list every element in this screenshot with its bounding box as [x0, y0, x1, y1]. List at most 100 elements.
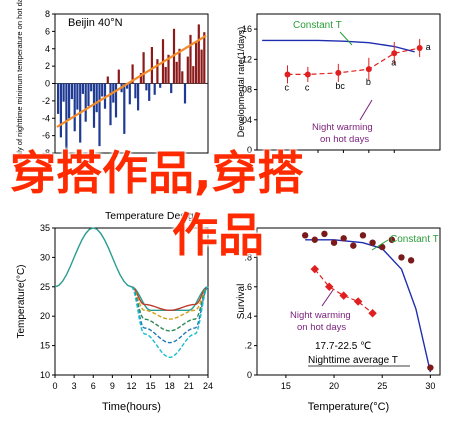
panel-d-point	[407, 257, 415, 264]
panel-b-ytick-label: .08	[239, 85, 252, 95]
panel-a-bar	[178, 48, 181, 84]
panel-a-title: Beijin 40°N	[68, 17, 123, 29]
panel-a-bar	[181, 71, 184, 84]
panel-b-point	[335, 69, 342, 76]
panel-a-bar	[62, 83, 65, 102]
panel-b-ytick-label: .12	[239, 54, 252, 64]
panel-b-sig-letter: c	[285, 82, 290, 92]
panel-d-diamond	[339, 291, 348, 300]
panel-a-trend-line	[56, 34, 207, 128]
panel-a-bar	[189, 34, 192, 84]
panel-d-ytick-label: .8	[244, 252, 252, 262]
panel-c-ytick-label: 25	[40, 282, 50, 292]
panel-a-bar	[73, 83, 76, 132]
panel-b-night-warming-label-2: on hot days	[320, 134, 369, 145]
panel-a-bar	[170, 83, 173, 94]
panel-b-ylabel: Developmental rate(1/days)	[236, 27, 246, 138]
panel-d-diamond	[324, 282, 334, 292]
panel-a-ylabel: Anomaly of nighttime minimum temperature…	[15, 0, 24, 176]
panel-a-bar	[150, 47, 153, 84]
panel-a-bar	[139, 73, 142, 84]
panel-c-xtick-label: 18	[165, 381, 175, 391]
panel-a-bar	[84, 83, 87, 122]
panel-b-point	[391, 50, 398, 57]
panel-a-bar	[159, 83, 162, 88]
panel-c-xtick-label: 9	[110, 381, 115, 391]
panel-d-point	[340, 235, 347, 242]
panel-a-bar	[153, 83, 156, 95]
panel-b-point	[284, 71, 291, 78]
panel-c-title: Temperature Design	[105, 210, 200, 222]
panel-d-diamond	[353, 297, 363, 306]
panel-c-ytick-label: 20	[40, 311, 50, 321]
panel-a-bar	[167, 54, 170, 84]
panel-a-bar	[183, 83, 187, 104]
panel-d-point	[427, 364, 434, 371]
panel-d-night-warming-line	[314, 268, 373, 314]
panel-c-series-line	[131, 286, 209, 320]
panel-d-ytick-label: .4	[244, 311, 252, 321]
panel-b-night-warming-label-1: Night warming	[312, 122, 373, 133]
panel-a-ytick-label: -4	[42, 113, 50, 123]
panel-d-ytick-label: 0	[247, 370, 252, 380]
panel-b-sig-letter: c	[305, 82, 310, 92]
panel-d-xtick-label: 25	[377, 381, 387, 391]
panel-d-constant-t-label: Constant T	[390, 234, 439, 245]
watermark-line-1: 穿搭作品,穿搭	[10, 146, 304, 200]
panel-a-ytick-label: 6	[45, 26, 50, 36]
panel-a-bar	[126, 83, 129, 89]
panel-c-series-line	[131, 286, 209, 359]
panel-d-ytick-label: .6	[244, 282, 252, 292]
panel-c-series-line	[131, 286, 209, 312]
panel-c-series-line	[131, 286, 209, 344]
panel-d-diamond	[310, 264, 320, 274]
panel-b-ytick-label: 0	[247, 145, 252, 155]
panel-a-bar	[70, 83, 73, 100]
panel-b-point	[416, 45, 423, 51]
panel-a-ytick-label: -8	[42, 148, 50, 158]
panel-b-sig-letter: b	[366, 77, 371, 87]
panel-a-bar	[81, 83, 84, 94]
panel-a-bar	[106, 76, 109, 84]
panel-a-bar	[114, 83, 118, 118]
panel-c-xtick-label: 3	[72, 381, 77, 391]
panel-a-ytick-label: 8	[45, 9, 50, 19]
panel-c-ytick-label: 30	[40, 252, 50, 262]
panel-a-ytick-label: -6	[42, 131, 50, 141]
panel-d-xtick-label: 15	[281, 381, 291, 391]
panel-c-ylabel: Temperature(°C)	[16, 264, 27, 338]
panel-d-night-warming-arrow	[321, 289, 334, 307]
panel-b-sig-letter: bc	[335, 81, 345, 91]
panel-d-point	[398, 254, 405, 261]
panel-b-sig-letter: a	[426, 42, 431, 52]
panel-c-xtick-label: 6	[91, 381, 96, 391]
panel-a-bar	[142, 52, 145, 84]
panel-a-bar	[103, 83, 107, 109]
panel-a-bar	[68, 83, 71, 119]
panel-a-ytick-label: 2	[45, 61, 50, 71]
panel-a-bar	[192, 66, 195, 84]
panel-d-xlabel: Temperature(°C)	[308, 401, 389, 413]
panel-a-bar	[175, 61, 178, 84]
panel-a-bar	[186, 56, 189, 84]
panel-d-point	[359, 232, 367, 239]
panel-d-ytick-label: .2	[244, 341, 252, 351]
panel-a-bar	[92, 83, 96, 128]
panel-a-bar	[203, 32, 206, 84]
panel-d-range-label: 17.7-22.5 ℃	[315, 341, 371, 352]
panel-a-bar	[131, 64, 134, 84]
panel-a-bar	[145, 83, 148, 91]
panel-a-bar	[98, 83, 101, 147]
panel-d-constant-t-arrow	[371, 239, 389, 251]
panel-d-diamond	[368, 309, 377, 318]
panel-b-point	[365, 66, 372, 73]
panel-a-bar	[137, 83, 140, 111]
panel-a-bar	[87, 83, 90, 107]
panel-b-constant-t-label: Constant T	[293, 20, 342, 31]
panel-d-point	[350, 242, 357, 249]
panel-c-series-line	[131, 286, 209, 332]
panel-a-bar	[76, 83, 79, 110]
panel-a-bar	[109, 83, 112, 126]
panel-a-bar	[134, 83, 137, 99]
